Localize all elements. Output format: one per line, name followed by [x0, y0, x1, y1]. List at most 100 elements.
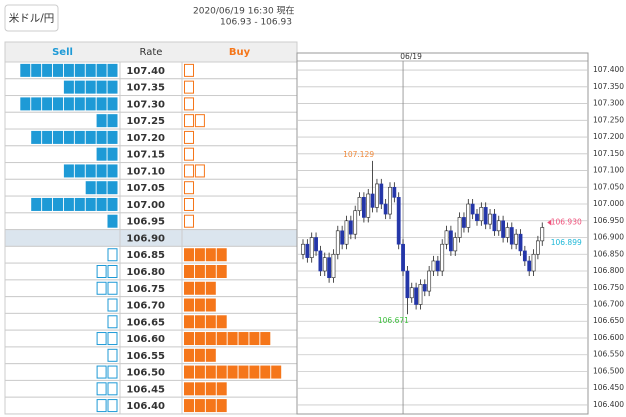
sell-volume: [107, 214, 118, 228]
buy-block: [194, 298, 205, 312]
sell-block: [107, 114, 118, 128]
candle-body: [505, 227, 510, 238]
candle-body: [483, 207, 488, 225]
sell-volume: [96, 147, 118, 161]
buy-block: [184, 80, 194, 94]
buy-block: [227, 365, 238, 379]
sell-block: [31, 97, 42, 111]
rate: 107.30: [126, 99, 165, 110]
y-tick-label: 106.550: [593, 350, 624, 359]
sell-block: [96, 181, 107, 195]
sell-block: [53, 63, 63, 77]
candle-body: [453, 237, 458, 252]
buy-volume: [184, 382, 227, 396]
rate: 106.45: [126, 384, 165, 395]
candle-body: [470, 203, 475, 215]
sell-block: [20, 63, 31, 77]
candle-body: [392, 186, 397, 198]
candle-body: [414, 287, 419, 305]
sell-block: [107, 248, 118, 262]
last-price-marker: [547, 219, 552, 226]
sell-volume: [107, 315, 118, 329]
candle-body: [327, 257, 332, 279]
rate-header: Rate: [140, 47, 163, 58]
buy-volume: [184, 197, 194, 211]
candle-body: [514, 233, 519, 245]
sell-block: [96, 147, 107, 161]
candle-body: [396, 197, 401, 245]
sell-block: [96, 332, 107, 346]
sell-block: [107, 197, 118, 211]
buy-volume: [184, 97, 194, 111]
buy-block: [205, 399, 216, 413]
timestamp: 2020/06/19 16:30 現在: [193, 5, 295, 17]
sell-block: [63, 197, 74, 211]
buy-block: [216, 332, 227, 346]
buy-block: [184, 332, 194, 346]
sell-block: [96, 63, 107, 77]
buy-block: [184, 181, 194, 195]
candle-body: [535, 240, 540, 255]
candle-body: [335, 230, 340, 255]
sell-volume: [31, 130, 118, 144]
buy-block: [216, 399, 227, 413]
sell-volume: [63, 80, 118, 94]
sell-block: [107, 298, 118, 312]
candle-body: [418, 284, 423, 305]
buy-volume: [184, 332, 271, 346]
buy-volume: [184, 399, 227, 413]
sell-block: [107, 281, 118, 295]
sell-block: [53, 97, 63, 111]
candle-body: [431, 260, 436, 272]
sell-block: [96, 399, 107, 413]
buy-block: [184, 197, 194, 211]
pair-button-label[interactable]: 米ドル/円: [9, 12, 55, 25]
buy-block: [184, 348, 194, 362]
sell-block: [85, 63, 96, 77]
buy-block: [184, 399, 194, 413]
y-tick-label: 107.250: [593, 115, 624, 124]
sell-block: [74, 197, 85, 211]
sell-block: [85, 97, 96, 111]
sell-block: [74, 164, 85, 178]
candle-body: [375, 183, 379, 208]
buy-block: [216, 248, 227, 262]
low-label: 106.671: [378, 316, 409, 325]
buy-block: [194, 332, 205, 346]
sell-volume: [96, 114, 118, 128]
buy-block: [238, 365, 249, 379]
buy-block: [194, 248, 205, 262]
rate: 107.15: [126, 150, 165, 161]
buy-volume: [184, 315, 227, 329]
buy-block: [184, 97, 194, 111]
sell-block: [107, 332, 118, 346]
buy-volume: [184, 181, 194, 195]
sell-volume: [63, 164, 118, 178]
buy-block: [184, 214, 194, 228]
buy-block: [205, 281, 216, 295]
sell-volume: [85, 181, 118, 195]
last-price-label: 106.930: [551, 217, 582, 226]
pair-button[interactable]: [4, 4, 59, 32]
sell-block: [96, 265, 107, 278]
sell-volume: [96, 399, 118, 413]
sell-block: [107, 265, 118, 278]
sell-block: [31, 130, 42, 144]
buy-block: [216, 315, 227, 329]
candle-body: [518, 233, 523, 252]
sell-volume: [96, 382, 118, 396]
sell-block: [85, 80, 96, 94]
buy-block: [194, 348, 205, 362]
candle-body: [348, 220, 353, 235]
divider-label: 06/19: [400, 52, 422, 61]
buy-block: [184, 365, 194, 379]
sell-block: [107, 147, 118, 161]
sell-block: [63, 97, 74, 111]
candle-body: [448, 230, 453, 252]
buy-block: [260, 365, 271, 379]
sell-block: [63, 80, 74, 94]
sell-volume: [96, 332, 118, 346]
candle-body: [322, 257, 327, 272]
rate: 106.85: [126, 250, 165, 261]
candle-body: [492, 213, 497, 232]
